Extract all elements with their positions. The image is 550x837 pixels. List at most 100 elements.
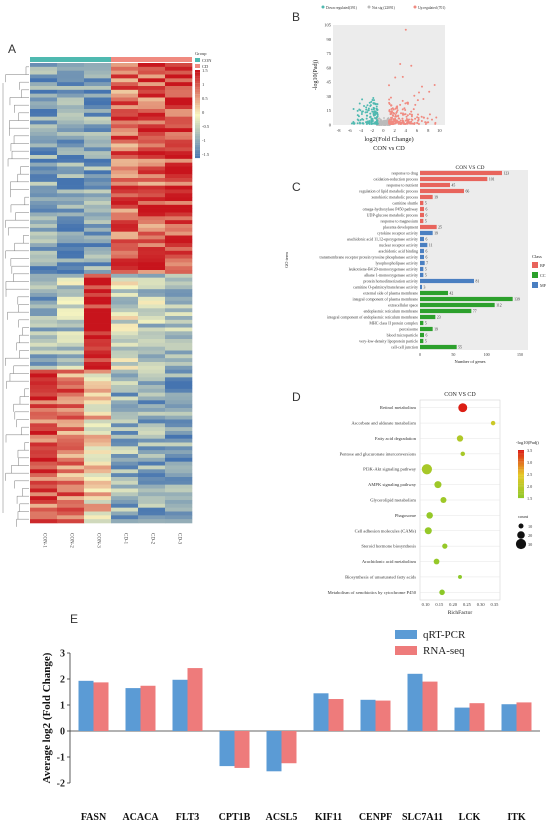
heatmap-cell [138,415,166,420]
heatmap-cell [111,431,139,436]
color-scale-step [195,100,200,104]
heatmap-cell [57,170,85,175]
point-up [394,117,397,120]
heatmap-cell [84,427,112,432]
bubble [421,464,432,475]
heatmap-cell [84,484,112,489]
heatmap-cell [111,143,139,148]
heatmap-cell [84,74,112,79]
heatmap-cell [138,254,166,259]
heatmap-cell [165,404,193,409]
dendrogram-branch [14,480,29,489]
heatmap-cell [30,358,58,363]
heatmap-cell [138,396,166,401]
heatmap-cell [30,434,58,439]
point-down [374,112,377,115]
color-scale-step [195,78,200,82]
heatmap-cell [57,185,85,190]
heatmap-cell [57,365,85,370]
heatmap-cell [57,296,85,301]
color-legend-step [518,480,524,483]
bubble [440,496,447,504]
heatmap-cell [111,204,139,209]
heatmap-cell [111,465,139,470]
point-up [394,114,397,117]
heatmap-cell [165,354,193,359]
bar-rna-seq [469,703,485,731]
heatmap-cell [84,93,112,98]
color-legend-tick: 3.5 [527,448,532,453]
pathway-label: Pentose and glucuronate interconversions [340,451,417,456]
point-up [394,107,397,110]
heatmap-cell [138,174,166,179]
dendrogram-branch [11,265,29,274]
heatmap-cell [138,500,166,505]
y-tick-label: 105 [324,23,332,28]
heatmap-cell [165,473,193,478]
heatmap-cell [84,243,112,248]
heatmap-cell [111,411,139,416]
dendrogram-branch [22,327,29,336]
heatmap-cell [138,151,166,156]
heatmap-cell [111,427,139,432]
heatmap-cell [111,74,139,79]
go-term-label: omega-hydroxylase P450 pathway [363,207,418,212]
heatmap-cell [165,442,193,447]
sample-label: CD-1 [123,533,128,545]
heatmap-cell [138,427,166,432]
heatmap-cell [30,158,58,163]
legend-marker [321,5,325,9]
heatmap-cell [30,93,58,98]
legend-swatch [532,262,538,268]
point-up [403,113,406,116]
heatmap-cell [111,93,139,98]
gene-label: ITK [507,812,526,823]
go-term-label: protein homodimerization activity [363,279,418,284]
heatmap-cell [84,419,112,424]
point-up [388,84,391,87]
color-legend-step [518,483,524,486]
heatmap-cell [165,204,193,209]
heatmap-cell [138,181,166,186]
heatmap-cell [165,438,193,443]
y-tick-label: 30 [327,94,332,99]
point-up [388,109,391,112]
point-up [393,122,396,125]
heatmap-cell [57,281,85,286]
heatmap-cell [84,392,112,397]
point-up [417,123,420,126]
color-scale-tick: -0.5 [202,124,210,129]
heatmap-cell [165,339,193,344]
heatmap-cell [57,362,85,367]
heatmap-cell [84,335,112,340]
heatmap-cell [111,419,139,424]
heatmap-cell [165,151,193,156]
heatmap-cell [138,155,166,160]
heatmap-cell [57,335,85,340]
heatmap-cell [84,204,112,209]
heatmap-cell [57,312,85,317]
row-dendrogram [2,66,29,527]
heatmap-cell [57,151,85,156]
heatmap-cell [138,438,166,443]
heatmap-cell [111,423,139,428]
heatmap-cell [138,227,166,232]
heatmap-cell [30,132,58,137]
heatmap-cell [84,166,112,171]
color-legend-tick: 1.5 [527,496,532,501]
heatmap-cell [165,327,193,332]
heatmap-cell [57,220,85,225]
heatmap-cell [111,438,139,443]
heatmap-cell [30,369,58,374]
heatmap-cell [165,335,193,340]
bar-qrt-pcr [454,707,470,731]
heatmap-cell [84,270,112,275]
color-legend-step [518,472,524,475]
heatmap-cell [57,289,85,294]
heatmap-cell [165,492,193,497]
heatmap-cell [84,262,112,267]
go-bar [420,224,437,230]
dendrogram-branch [16,495,29,504]
heatmap-cell [138,128,166,133]
heatmap-cell [57,116,85,121]
